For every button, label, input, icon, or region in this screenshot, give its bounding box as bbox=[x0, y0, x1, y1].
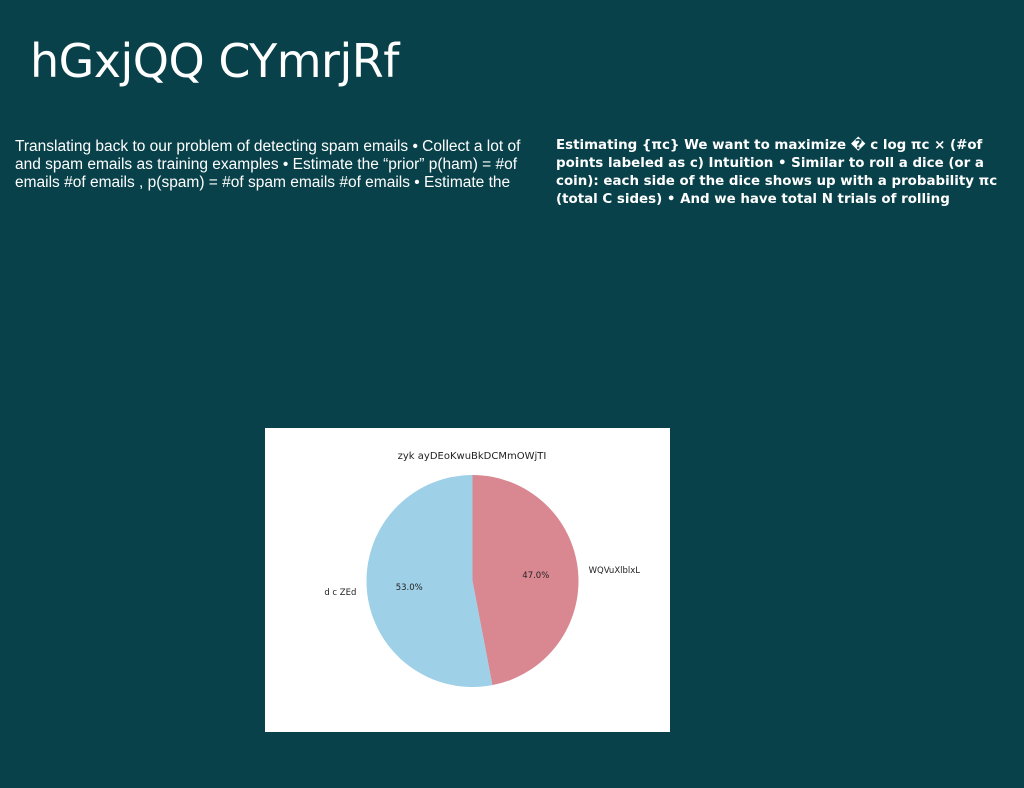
body-text-left: Translating back to our problem of detec… bbox=[15, 138, 521, 191]
pie-slice-wqvuxlblxl bbox=[472, 475, 579, 686]
pie-pct-label-d-c-zed: 53.0% bbox=[396, 583, 423, 593]
pie-slice-label-d-c-zed: d c ZEd bbox=[324, 588, 356, 598]
pie-slices bbox=[366, 475, 579, 687]
body-text-right: Estimating {πc} We want to maximize � c … bbox=[556, 138, 998, 207]
chart-title: zyk ayDEoKwuBkDCMmOWjTI bbox=[398, 451, 547, 462]
pie-chart: zyk ayDEoKwuBkDCMmOWjTI 47.0% WQVuXlblxL 5… bbox=[324, 451, 640, 687]
pie-slice-d-c-zed bbox=[366, 475, 493, 687]
pie-labels: 47.0% WQVuXlblxL 53.0% d c ZEd bbox=[324, 566, 640, 598]
slide-title: hGxjQQ CYmrjRf bbox=[30, 34, 399, 88]
pie-slice-label-wqvuxlblxl: WQVuXlblxL bbox=[589, 566, 641, 576]
pie-chart-panel: zyk ayDEoKwuBkDCMmOWjTI 47.0% WQVuXlblxL 5… bbox=[265, 428, 670, 732]
pie-pct-label-wqvuxlblxl: 47.0% bbox=[522, 571, 549, 581]
